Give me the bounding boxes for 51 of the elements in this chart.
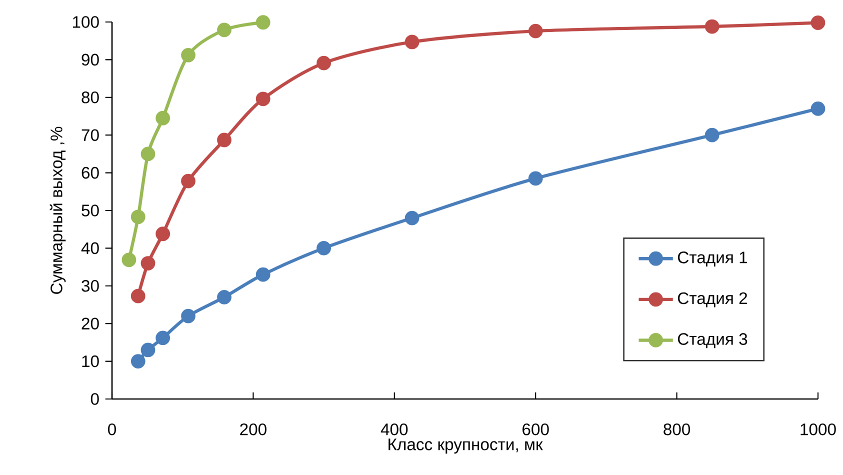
y-tick-label: 20 <box>82 318 99 330</box>
point <box>217 290 232 304</box>
point <box>130 354 146 368</box>
point <box>130 288 146 304</box>
x-axis-title: Класс крупности, мк <box>388 438 543 454</box>
point <box>256 92 270 106</box>
point <box>810 16 826 30</box>
point <box>156 226 170 242</box>
x-tick-label: 0 <box>108 423 116 436</box>
legend-label: Стадия 1 <box>678 252 748 267</box>
point <box>810 102 826 116</box>
legend-label: Стадия 2 <box>678 292 748 308</box>
point <box>256 15 270 30</box>
point <box>130 210 146 224</box>
point <box>704 19 720 34</box>
x-tick-label: 800 <box>664 423 690 436</box>
point <box>316 56 332 70</box>
y-tick-label: 30 <box>82 280 99 292</box>
y-tick-label: 100 <box>72 16 99 28</box>
point <box>122 252 136 268</box>
point <box>156 110 170 126</box>
y-tick-label: 90 <box>82 54 99 66</box>
point <box>404 34 420 50</box>
x-tick-label: 1000 <box>800 423 836 436</box>
legend-label: Стадия 3 <box>678 333 748 348</box>
point <box>404 210 420 226</box>
point <box>181 174 196 188</box>
point <box>181 48 196 62</box>
point <box>528 171 543 186</box>
y-tick-label: 40 <box>81 242 99 254</box>
point <box>181 308 196 324</box>
point <box>140 342 156 358</box>
y-tick-label: 0 <box>90 393 99 405</box>
point <box>217 22 232 38</box>
point <box>217 132 232 148</box>
point <box>156 330 170 346</box>
x-tick-label: 400 <box>380 423 408 436</box>
y-tick-label: 50 <box>82 204 99 216</box>
point <box>256 267 270 282</box>
x-tick-label: 600 <box>522 423 549 436</box>
y-tick-label: 70 <box>82 129 99 141</box>
point <box>316 240 332 256</box>
point <box>704 128 720 142</box>
point <box>528 24 543 38</box>
point <box>140 146 156 162</box>
y-tick-label: 10 <box>82 355 99 368</box>
x-tick-label: 200 <box>240 423 266 436</box>
y-tick-label: 80 <box>82 92 99 104</box>
y-tick-label: 60 <box>82 166 99 179</box>
y-axis-title: Суммарный выход ,% <box>50 126 66 294</box>
point <box>140 256 156 270</box>
